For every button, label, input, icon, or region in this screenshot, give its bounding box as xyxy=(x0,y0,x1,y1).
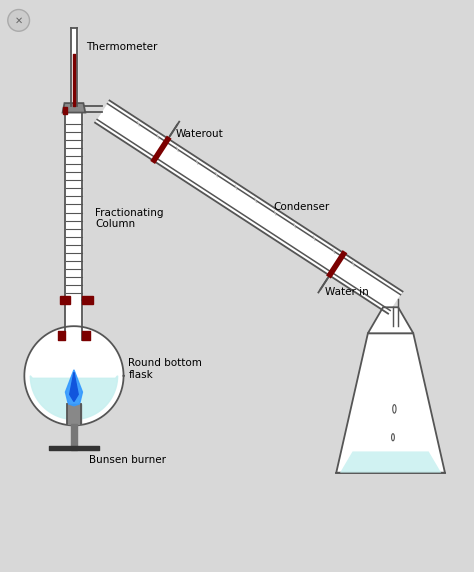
Polygon shape xyxy=(60,296,70,304)
Polygon shape xyxy=(326,250,347,279)
Polygon shape xyxy=(24,326,124,426)
Polygon shape xyxy=(340,451,441,472)
Polygon shape xyxy=(30,376,118,419)
Text: Round bottom
flask: Round bottom flask xyxy=(128,358,202,379)
Polygon shape xyxy=(63,107,67,114)
Text: Bunsen burner: Bunsen burner xyxy=(89,455,166,464)
Text: Water in: Water in xyxy=(325,287,368,297)
Text: Condenser: Condenser xyxy=(273,202,329,212)
Text: ✕: ✕ xyxy=(15,15,23,25)
Circle shape xyxy=(8,10,29,31)
Text: Waterout: Waterout xyxy=(175,129,223,139)
Polygon shape xyxy=(63,103,85,113)
Text: Thermometer: Thermometer xyxy=(86,42,157,52)
Polygon shape xyxy=(95,101,402,313)
Polygon shape xyxy=(368,307,413,333)
Polygon shape xyxy=(336,333,445,472)
Polygon shape xyxy=(70,372,78,402)
Text: Fractionating
Column: Fractionating Column xyxy=(95,208,164,229)
Polygon shape xyxy=(150,136,172,164)
Polygon shape xyxy=(82,296,93,304)
Polygon shape xyxy=(65,370,82,406)
